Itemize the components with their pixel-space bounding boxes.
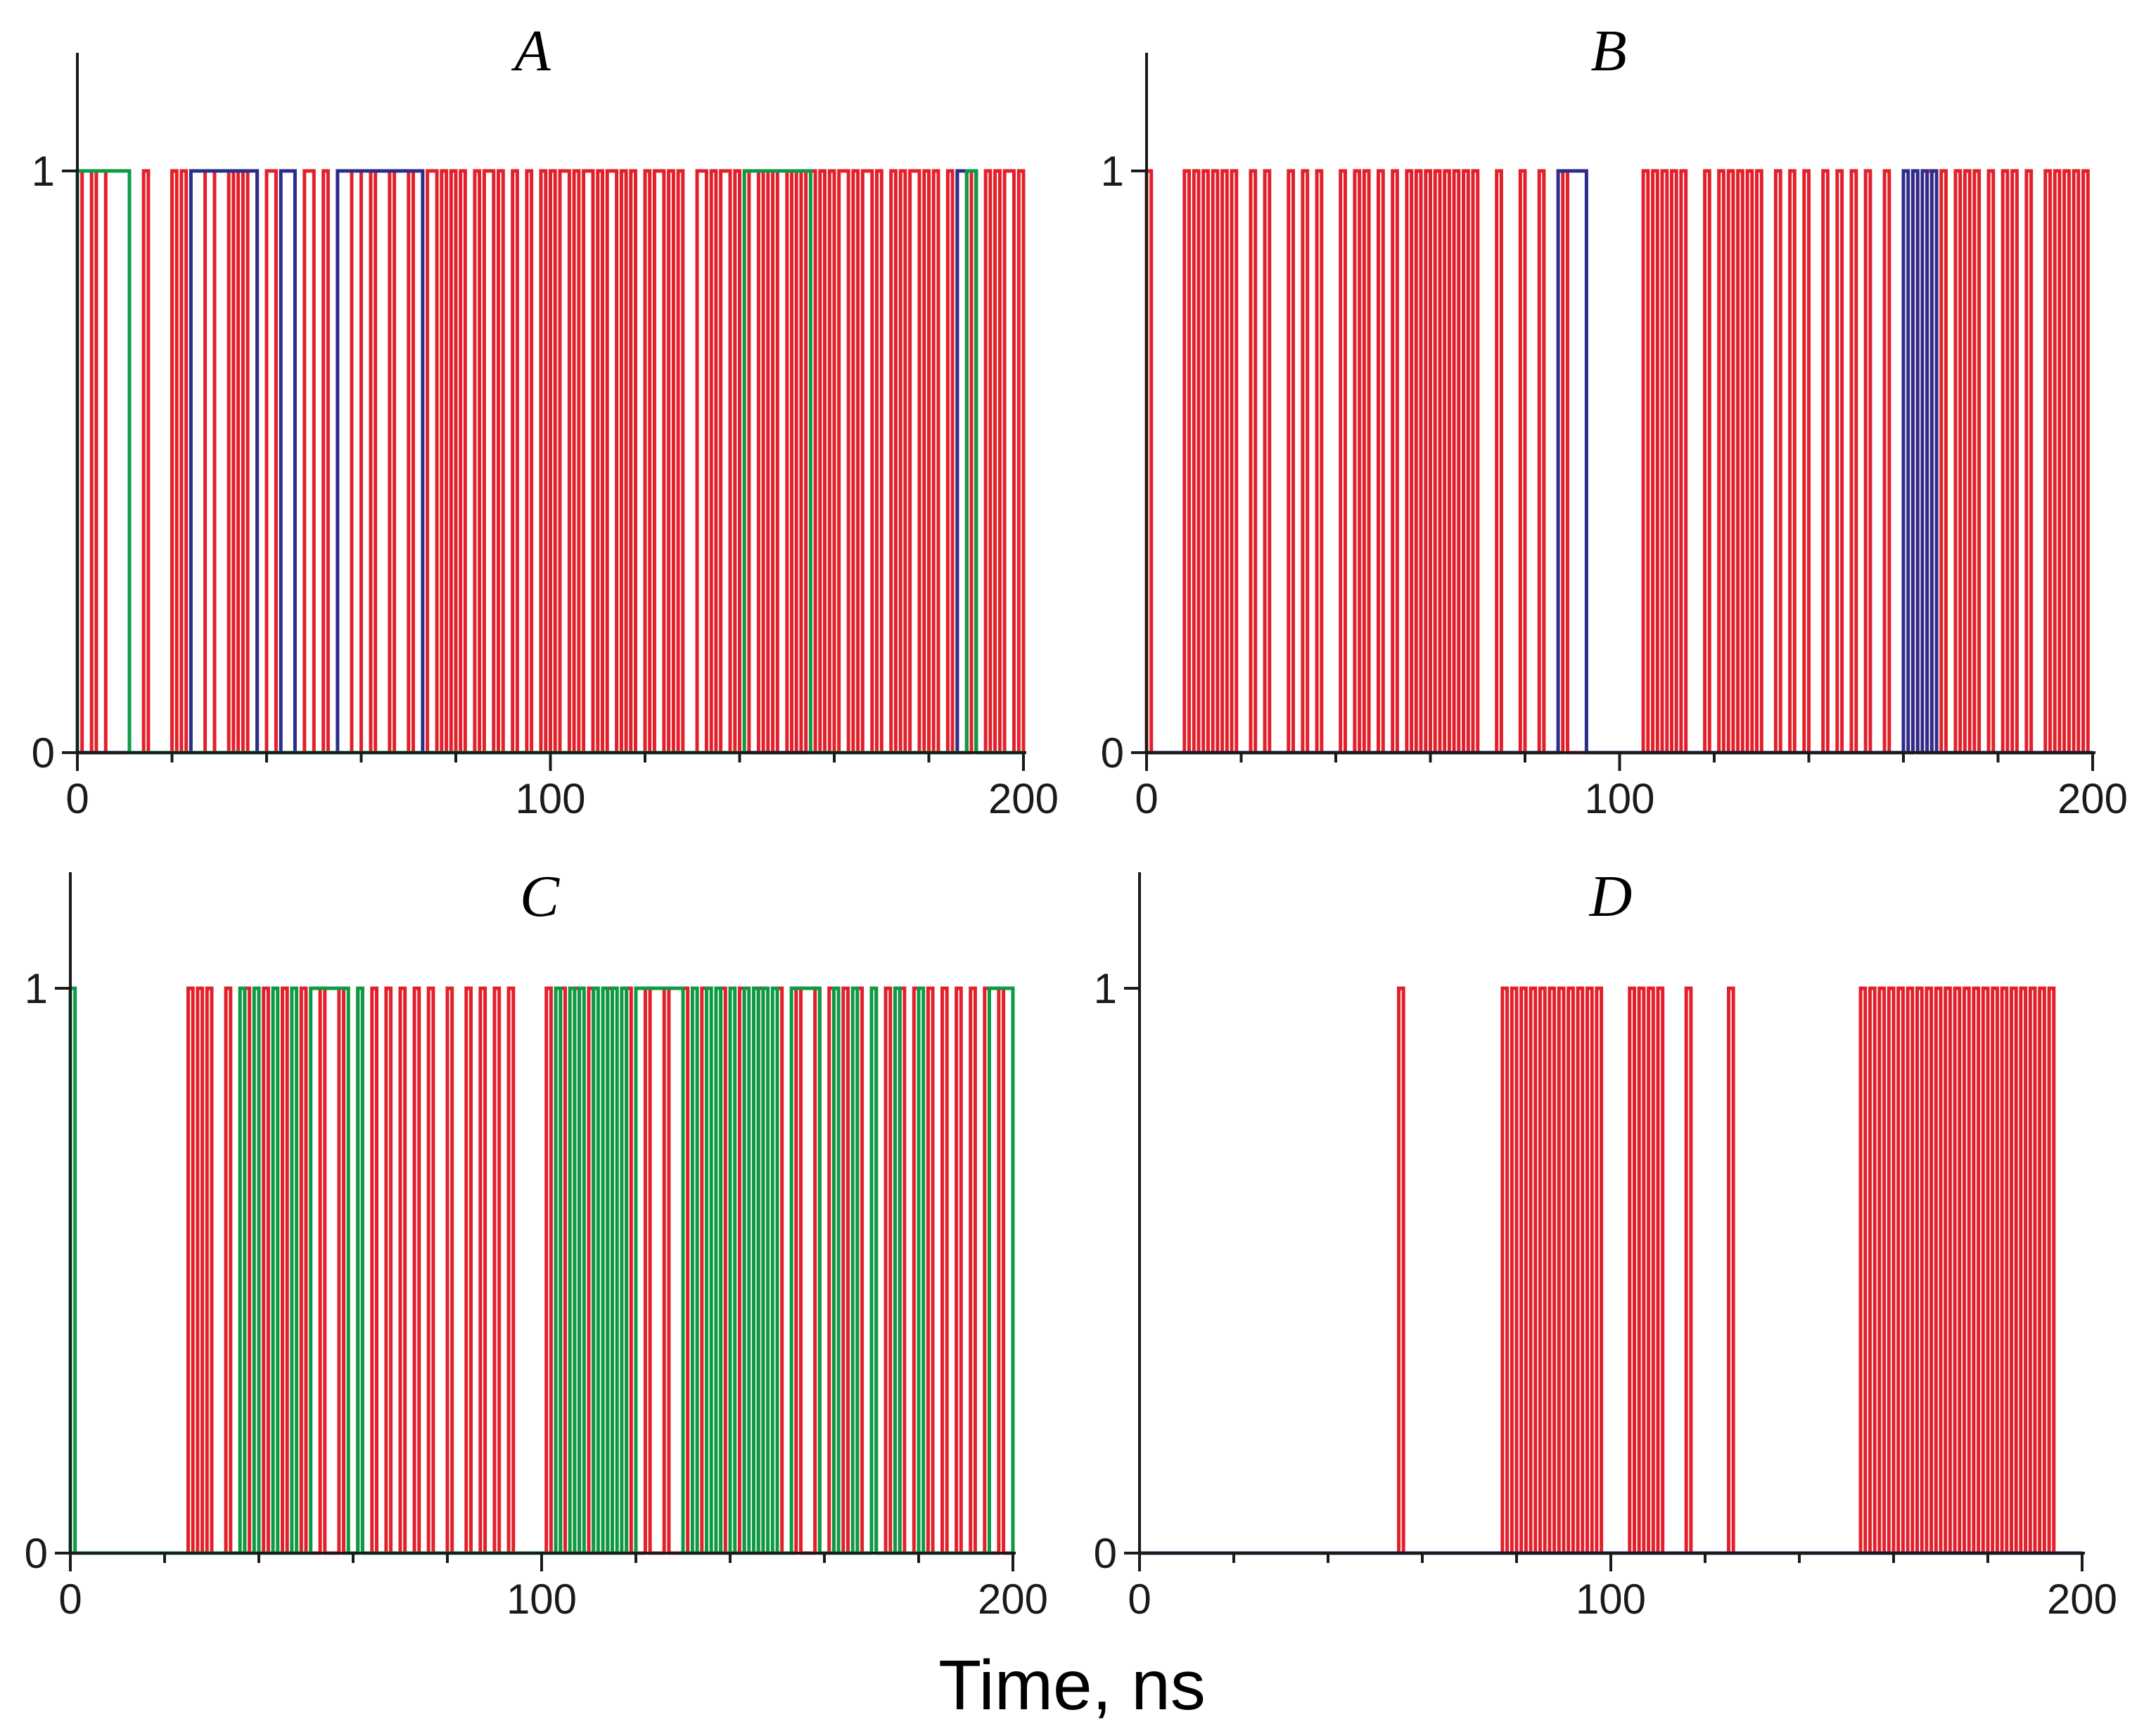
x-tick-label: 100 — [515, 775, 585, 822]
panel-a: A 0 100 200 0 1 — [32, 18, 1059, 822]
x-tick-label: 100 — [506, 1576, 577, 1623]
x-tick-label: 0 — [1135, 775, 1158, 822]
series-green-line — [75, 169, 1023, 755]
series-red-line — [1140, 986, 2082, 1555]
x-tick-label: 200 — [2047, 1576, 2117, 1623]
y-tick-label: 1 — [32, 148, 55, 195]
y-tick-label: 0 — [1094, 1530, 1117, 1577]
panel-d-title: D — [1589, 864, 1633, 929]
panel-d: D 0 100 200 0 1 — [1094, 864, 2117, 1623]
y-tick-label: 0 — [1101, 729, 1124, 777]
x-tick-label: 0 — [1128, 1576, 1151, 1623]
x-tick-label: 0 — [58, 1576, 82, 1623]
panel-b: B 0 100 200 0 1 — [1101, 18, 2128, 822]
panel-a-title: A — [511, 18, 551, 84]
y-tick-label: 1 — [1101, 148, 1124, 195]
x-tick-label: 200 — [2057, 775, 2128, 822]
y-tick-label: 0 — [25, 1530, 48, 1577]
y-tick-label: 1 — [1094, 965, 1117, 1012]
x-tick-label: 200 — [978, 1576, 1048, 1623]
x-axis-label: Time, ns — [938, 1646, 1206, 1725]
series-red-line — [77, 169, 1026, 755]
x-tick-label: 0 — [65, 775, 89, 822]
y-tick-label: 1 — [25, 965, 48, 1012]
panel-c-title: C — [520, 864, 560, 929]
y-tick-label: 0 — [32, 729, 55, 777]
panel-b-title: B — [1590, 18, 1626, 84]
x-tick-label: 200 — [988, 775, 1059, 822]
x-tick-label: 100 — [1576, 1576, 1646, 1623]
panel-c: C 0 100 200 0 1 — [25, 864, 1048, 1623]
series-red-line — [1144, 169, 2093, 755]
x-tick-label: 100 — [1584, 775, 1654, 822]
series-blue-line — [1147, 169, 2093, 755]
